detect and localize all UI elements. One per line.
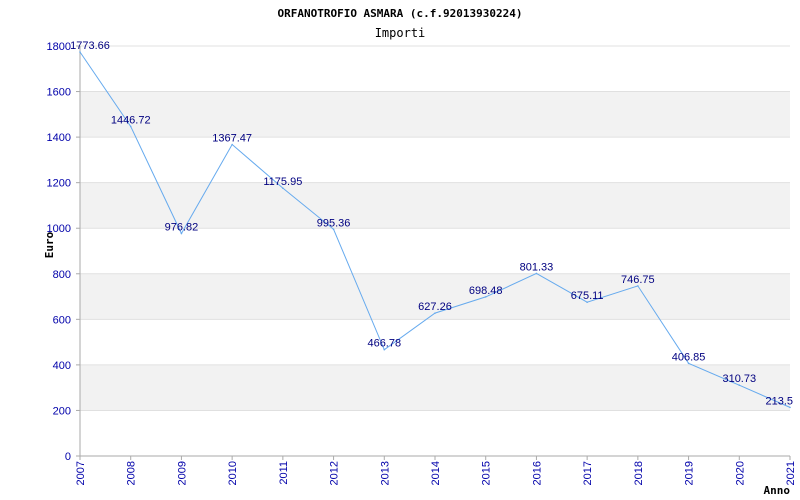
y-tick-label: 1800	[47, 41, 71, 53]
y-tick-label: 600	[53, 314, 71, 326]
data-label: 213.5	[765, 395, 793, 407]
data-label: 801.33	[520, 261, 554, 273]
x-tick-label: 2016	[531, 461, 543, 485]
data-point	[332, 228, 335, 231]
x-tick-label: 2015	[481, 461, 493, 485]
data-point	[282, 187, 284, 189]
data-label: 310.73	[722, 373, 756, 385]
grid-band	[80, 273, 790, 320]
grid-band	[80, 228, 790, 274]
data-point	[231, 143, 233, 146]
data-label: 746.75	[621, 274, 655, 286]
plot-background	[80, 46, 790, 456]
data-label: 995.36	[317, 217, 351, 229]
x-tick-label: 2007	[75, 461, 87, 485]
x-tick-label: 2012	[329, 461, 341, 485]
y-tick-label: 1600	[47, 87, 71, 99]
data-label: 627.26	[418, 301, 452, 313]
x-tick-label: 2010	[227, 461, 239, 485]
grid-band	[80, 91, 790, 138]
x-tick-label: 2020	[734, 461, 746, 485]
y-tick-label: 400	[53, 360, 71, 372]
y-tick-label: 1200	[47, 178, 71, 190]
x-tick-label: 2019	[684, 461, 696, 485]
y-axis-ticks: 0 200 400 600 800 1000 1200 1400 1600 1800	[47, 41, 80, 463]
data-point	[637, 285, 639, 287]
data-label: 466.78	[367, 338, 401, 350]
data-label: 406.85	[672, 351, 706, 363]
x-tick-label: 2008	[126, 461, 138, 485]
data-label: 698.48	[469, 285, 503, 297]
data-point	[738, 384, 741, 387]
data-label: 1367.47	[212, 133, 252, 145]
chart-subtitle: Importi	[375, 26, 426, 40]
data-point	[484, 296, 487, 298]
x-tick-label: 2011	[278, 461, 290, 485]
data-point	[383, 348, 386, 351]
data-point	[586, 301, 588, 304]
y-axis-title: Euro	[43, 231, 56, 258]
data-point	[535, 272, 538, 275]
grid-band	[80, 182, 790, 229]
y-tick-label: 1400	[47, 132, 71, 144]
x-axis-ticks: 2007 2008 2009 2010 2011 2012 2013 2014 2015 2016…	[75, 456, 797, 485]
data-point	[129, 125, 132, 128]
grid-band	[80, 410, 790, 456]
y-tick-label: 1000	[47, 223, 71, 235]
data-labels: 1773.66 1446.72 976.82 1367.47 1175.95 995.36…	[70, 40, 793, 407]
x-tick-label: 2017	[582, 461, 594, 485]
data-point	[789, 406, 791, 409]
series-importi	[79, 51, 791, 409]
data-label: 1773.66	[70, 40, 110, 52]
data-label: 976.82	[165, 222, 199, 234]
x-tick-label: 2018	[633, 461, 645, 485]
data-label: 1175.95	[263, 176, 302, 188]
data-point	[79, 51, 81, 53]
grid-band	[80, 137, 790, 183]
y-tick-label: 800	[53, 269, 71, 281]
x-axis-title: Anno	[764, 484, 791, 497]
x-tick-label: 2013	[379, 461, 391, 485]
data-point	[434, 312, 436, 314]
grid-band	[80, 319, 790, 365]
grid-band	[80, 364, 790, 411]
data-point	[687, 362, 690, 365]
data-label: 675.11	[571, 290, 604, 302]
x-tick-label: 2009	[176, 461, 188, 485]
y-tick-label: 200	[53, 405, 71, 417]
grid-lines	[80, 45, 790, 457]
chart-title: ORFANOTROFIO ASMARA (c.f.92013930224)	[277, 7, 522, 20]
data-label: 1446.72	[111, 114, 151, 126]
data-point	[180, 232, 183, 235]
x-tick-label: 2021	[785, 461, 797, 485]
y-tick-label: 0	[65, 451, 71, 463]
grid-band	[80, 46, 790, 92]
x-tick-label: 2014	[430, 461, 442, 485]
